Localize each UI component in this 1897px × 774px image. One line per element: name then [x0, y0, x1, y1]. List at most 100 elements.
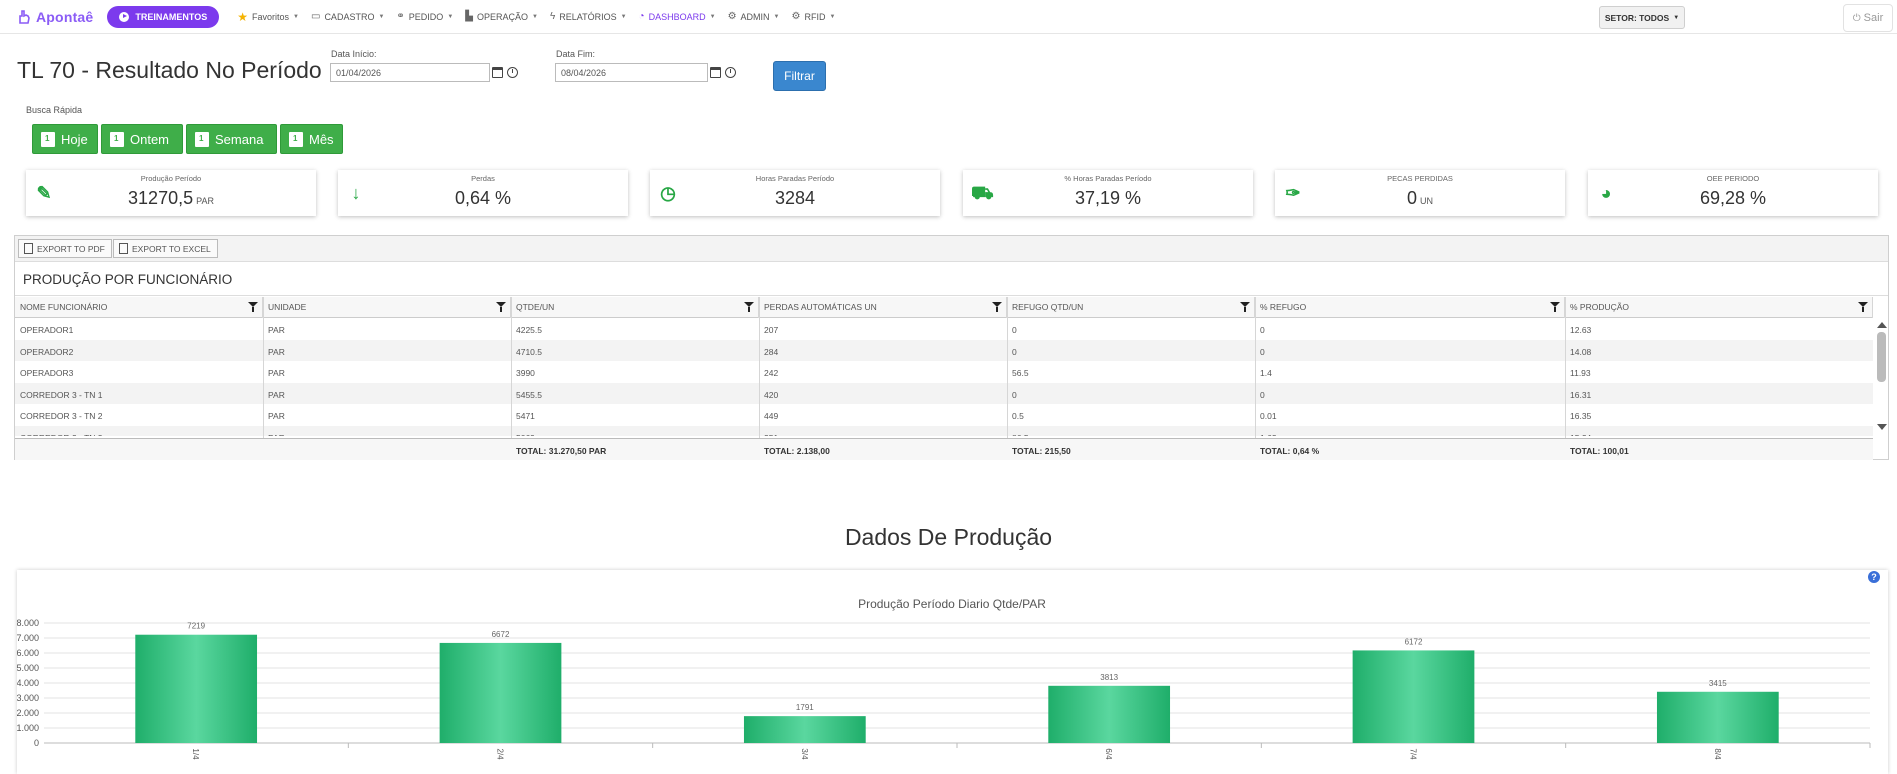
table-cell: 0: [1260, 325, 1265, 335]
quick-yesterday-button[interactable]: Ontem: [101, 124, 183, 154]
chart-bar[interactable]: [1048, 685, 1171, 743]
brand-logo[interactable]: Apontaê: [16, 9, 93, 25]
scroll-down-icon[interactable]: [1877, 424, 1887, 430]
export-excel-button[interactable]: EXPORT TO EXCEL: [113, 239, 218, 258]
calendar-day-icon: [41, 131, 55, 147]
nav-item-pedido[interactable]: ⚭ PEDIDO ▼: [396, 11, 453, 22]
table-row[interactable]: OPERADOR1 PAR 4225.5 207 0 0 12.63: [15, 318, 1873, 340]
table-row[interactable]: OPERADOR3 PAR 3990 242 56.5 1.4 11.93: [15, 361, 1873, 383]
end-date-input[interactable]: 08/04/2026: [555, 63, 708, 82]
rfid-icon: ⚙: [791, 11, 801, 22]
table-row[interactable]: OPERADOR2 PAR 4710.5 284 0 0 14.08: [15, 339, 1873, 361]
chart-bar[interactable]: [439, 642, 562, 743]
quick-week-button[interactable]: Semana: [186, 124, 277, 154]
quick-button-label: Hoje: [61, 131, 88, 147]
column-divider: [1007, 297, 1008, 460]
y-tick-label: 5.000: [17, 663, 39, 673]
kpi-value-wrap: 3284: [650, 188, 940, 209]
table-cell: 15.24: [1565, 426, 1591, 437]
setor-label: SETOR: TODOS: [1604, 12, 1670, 23]
training-button[interactable]: TREINAMENTOS: [107, 5, 220, 28]
chart-bar[interactable]: [135, 634, 258, 743]
column-header[interactable]: REFUGO QTD/UN: [1007, 297, 1255, 318]
caret-down-icon: ▼: [829, 13, 836, 20]
column-header[interactable]: NOME FUNCIONÁRIO: [15, 297, 263, 318]
chart-bar[interactable]: [1656, 691, 1779, 743]
production-grid: EXPORT TO PDF EXPORT TO EXCEL PRODUÇÃO P…: [14, 235, 1889, 460]
bar-value-label: 6672: [492, 630, 510, 639]
quick-month-button[interactable]: Mês: [280, 124, 343, 154]
scroll-up-icon[interactable]: [1877, 322, 1887, 328]
kpi-value: 31270,5: [128, 188, 194, 208]
table-cell: PAR: [263, 426, 285, 437]
clock-icon[interactable]: [507, 67, 518, 78]
nav-item-dashboard[interactable]: ◔ DASHBOARD ▼: [639, 11, 716, 22]
table-cell: CORREDOR 3 - TN 3: [15, 426, 103, 437]
table-cell: 1.4: [1260, 368, 1272, 378]
column-header-label: UNIDADE: [268, 302, 307, 312]
grid-header-row: NOME FUNCIONÁRIO UNIDADE QTDE/UN PERDAS …: [15, 297, 1873, 318]
grid-scrollbar[interactable]: [1875, 318, 1888, 436]
column-header[interactable]: UNIDADE: [263, 297, 511, 318]
caret-down-icon: ▼: [1673, 14, 1680, 21]
filter-icon[interactable]: [1550, 302, 1560, 312]
column-header[interactable]: % PRODUÇÃO: [1565, 297, 1873, 318]
start-date-input[interactable]: 01/04/2026: [330, 63, 490, 82]
caret-down-icon: ▼: [447, 13, 454, 20]
column-header[interactable]: PERDAS AUTOMÁTICAS UN: [759, 297, 1007, 318]
chart-bar[interactable]: [743, 716, 866, 743]
table-cell: 5069: [511, 426, 535, 437]
excel-file-icon: [119, 243, 128, 254]
export-pdf-button[interactable]: EXPORT TO PDF: [18, 239, 112, 258]
scroll-thumb[interactable]: [1877, 332, 1886, 382]
nav-item-relatorios[interactable]: ϟ RELATÓRIOS ▼: [550, 11, 627, 22]
table-row[interactable]: CORREDOR 3 - TN 2 PAR 5471 449 0.5 0.01 16.35: [15, 404, 1873, 426]
chart-bar[interactable]: [1352, 650, 1475, 743]
setor-dropdown[interactable]: SETOR: TODOS ▼: [1599, 6, 1685, 29]
training-label: TREINAMENTOS: [135, 11, 208, 22]
calendar-icon[interactable]: [710, 67, 721, 78]
filter-icon[interactable]: [496, 302, 506, 312]
filter-icon[interactable]: [1858, 302, 1868, 312]
nav-menu: ★ Favoritos ▼ ▭ CADASTRO ▼ ⚭ PEDIDO ▼ ▙ OPERAÇÃ…: [225, 10, 835, 24]
calendar-icon[interactable]: [492, 67, 503, 78]
nav-item-operacao[interactable]: ▙ OPERAÇÃO ▼: [465, 11, 538, 22]
kpi-value-wrap: 69,28 %: [1588, 188, 1878, 209]
table-row[interactable]: CORREDOR 3 - TN 1 PAR 5455.5 420 0 0 16.31: [15, 382, 1873, 404]
nav-item-rfid[interactable]: ⚙ RFID ▼: [791, 11, 835, 22]
quick-today-button[interactable]: Hoje: [32, 124, 98, 154]
end-date-label: Data Fim:: [556, 49, 596, 59]
nav-item-cadastro[interactable]: ▭ CADASTRO ▼: [311, 11, 384, 22]
help-icon[interactable]: ?: [1868, 571, 1880, 583]
x-tick-label: 8/4: [1713, 748, 1722, 760]
caret-down-icon: ▼: [531, 13, 538, 20]
logout-button[interactable]: ⏻ Sair: [1843, 4, 1893, 32]
filter-button[interactable]: Filtrar: [773, 61, 826, 91]
quick-button-label: Mês: [309, 131, 334, 147]
id-card-icon: ▭: [310, 11, 321, 22]
filter-icon[interactable]: [992, 302, 1002, 312]
filter-icon[interactable]: [248, 302, 258, 312]
bar-value-label: 6172: [1405, 637, 1423, 646]
nav-item-label: CADASTRO: [324, 11, 375, 22]
table-row[interactable]: CORREDOR 3 - TN 3 PAR 5069 351 86.5 1.63 15.24: [15, 425, 1873, 437]
nav-item-favoritos[interactable]: ★ Favoritos ▼: [237, 10, 299, 24]
column-divider: [263, 297, 264, 460]
clock-icon[interactable]: [725, 67, 736, 78]
quick-button-label: Semana: [215, 131, 264, 147]
table-cell: 0: [1012, 389, 1017, 400]
nav-item-admin[interactable]: ⚙ ADMIN ▼: [728, 11, 780, 22]
filter-icon[interactable]: [744, 302, 754, 312]
play-icon: [119, 11, 130, 22]
table-cell: 420: [764, 389, 779, 400]
column-header[interactable]: % REFUGO: [1255, 297, 1565, 318]
table-cell: 1.63: [1255, 426, 1277, 437]
column-header[interactable]: QTDE/UN: [511, 297, 759, 318]
kpi-label: Horas Paradas Período: [755, 174, 835, 183]
kpi-label: Produção Período: [140, 174, 202, 183]
arrow-down-icon: ↓: [351, 183, 361, 203]
table-cell: OPERADOR3: [20, 368, 74, 378]
logout-label: Sair: [1863, 12, 1884, 24]
pdf-file-icon: [24, 243, 33, 254]
filter-icon[interactable]: [1240, 302, 1250, 312]
